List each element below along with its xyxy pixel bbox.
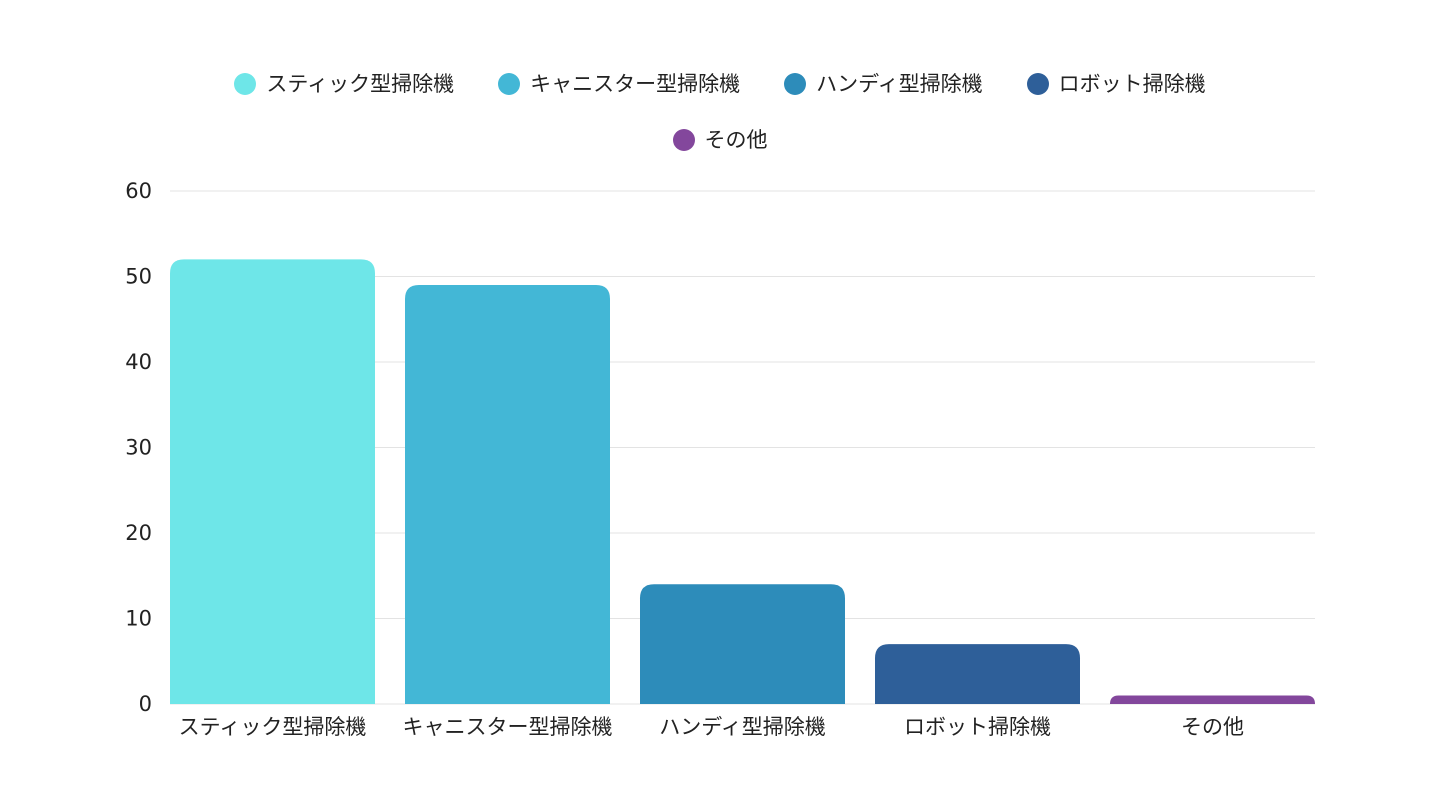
bar-1[interactable] [170,259,375,704]
y-tick-label: 50 [125,265,152,289]
y-tick-label: 30 [125,436,152,460]
bar-2[interactable] [405,285,610,704]
legend: スティック型掃除機 キャニスター型掃除機 ハンディ型掃除機 ロボット掃除機 その… [0,72,1440,152]
legend-dot-icon [234,73,257,95]
y-tick-label: 0 [139,692,152,716]
legend-label: スティック型掃除機 [266,72,455,96]
legend-label: ロボット掃除機 [1058,72,1206,96]
legend-row-1: スティック型掃除機 キャニスター型掃除機 ハンディ型掃除機 ロボット掃除機 [0,72,1440,96]
legend-dot-icon [784,73,807,95]
legend-dot-icon [1026,73,1049,95]
x-tick-label: キャニスター型掃除機 [403,715,613,739]
legend-item-robot[interactable]: ロボット掃除機 [1026,72,1206,96]
legend-dot-icon [498,73,521,95]
x-tick-label: ハンディ型掃除機 [659,715,826,739]
bar-4[interactable] [875,644,1080,704]
bar-3[interactable] [640,584,845,704]
legend-dot-icon [672,129,695,151]
x-tick-label: スティック型掃除機 [179,715,367,739]
legend-item-stick[interactable]: スティック型掃除機 [234,72,454,96]
legend-row-2: その他 [0,128,1440,152]
legend-label: その他 [704,128,768,152]
legend-label: キャニスター型掃除機 [530,72,741,96]
legend-item-canister[interactable]: キャニスター型掃除機 [498,72,740,96]
legend-label: ハンディ型掃除機 [816,72,983,96]
y-tick-label: 40 [125,350,152,374]
bar-5[interactable] [1110,695,1315,704]
legend-item-handy[interactable]: ハンディ型掃除機 [784,72,983,96]
y-tick-label: 20 [125,521,152,545]
x-tick-label: ロボット掃除機 [904,715,1051,739]
y-tick-label: 60 [125,179,152,203]
y-tick-label: 10 [125,607,152,631]
x-tick-label: その他 [1181,715,1244,739]
legend-item-other[interactable]: その他 [672,128,768,152]
